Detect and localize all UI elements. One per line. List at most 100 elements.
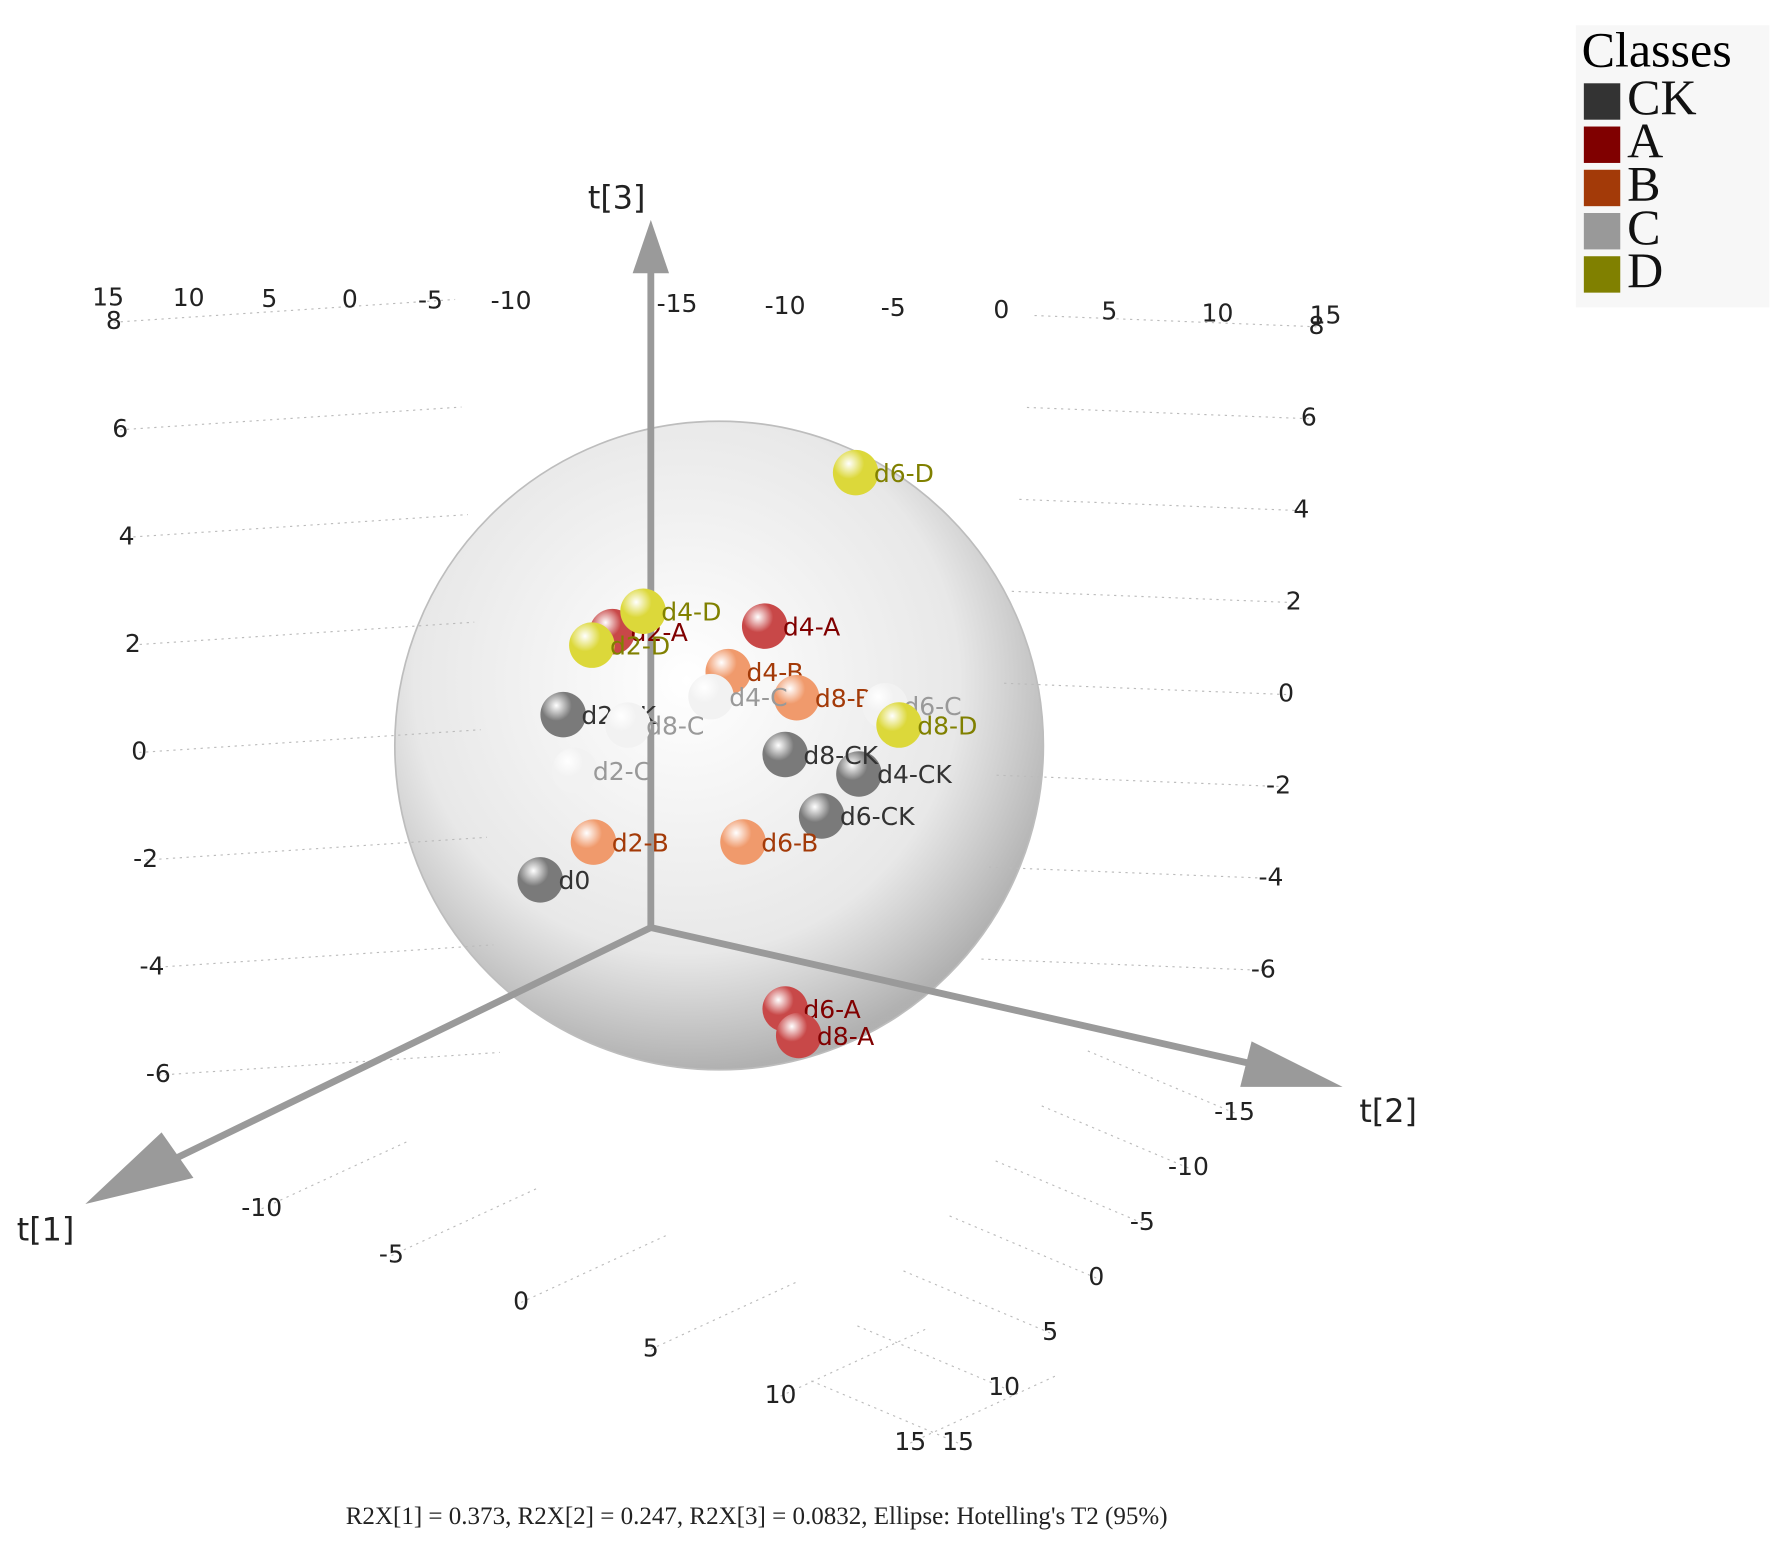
grid-line (391, 1186, 540, 1257)
grid (113, 298, 1317, 1444)
legend-swatch (1583, 169, 1621, 207)
legend-label: C (1627, 199, 1660, 255)
tick-label: 0 (993, 295, 1009, 324)
tick-label: -6 (1251, 954, 1276, 983)
grid-line (1016, 498, 1302, 512)
grid-line (145, 836, 488, 861)
point-label: d4-A (783, 612, 840, 641)
tick-label: 4 (1293, 495, 1309, 524)
point (762, 731, 808, 778)
grid-line (261, 1140, 410, 1210)
tick-label: 10 (173, 283, 205, 312)
tick-label: 0 (1278, 679, 1294, 708)
tick-label: 15 (1310, 301, 1342, 330)
grid-line (132, 621, 475, 646)
point-label: d6-B (761, 828, 818, 857)
point-label: d2-B (612, 828, 669, 857)
tick-label: -4 (1258, 862, 1283, 891)
tick-label: 15 (894, 1427, 926, 1456)
tick-label: 8 (1308, 311, 1324, 340)
grid-line (1086, 1049, 1235, 1114)
grid-line (902, 1269, 1051, 1334)
point-label: d8-D (917, 711, 977, 740)
tick-label: 6 (1301, 403, 1317, 432)
tick-label: 5 (1042, 1317, 1058, 1346)
tick-label: 6 (112, 414, 128, 443)
point (741, 603, 788, 649)
legend-title: Classes (1582, 21, 1732, 77)
legend-label: A (1627, 112, 1663, 168)
tick-label: 10 (988, 1372, 1020, 1401)
tick-label: 8 (106, 306, 122, 335)
tick-label: -6 (146, 1059, 171, 1088)
legend-label: CK (1627, 69, 1697, 125)
grid-line (139, 729, 481, 754)
point (773, 674, 820, 721)
grid-line (113, 298, 456, 323)
point (876, 702, 922, 748)
tick-label: -10 (765, 291, 806, 320)
point-label: d8-C (646, 711, 704, 740)
tick-label: -10 (241, 1193, 282, 1222)
grid-line (520, 1233, 670, 1303)
x-axis (169, 924, 653, 1164)
point-label: d4-C (729, 683, 787, 712)
grid-line (780, 1327, 929, 1397)
point (569, 622, 615, 668)
legend-swatch (1583, 256, 1621, 293)
tick-label: 2 (125, 629, 141, 658)
point-label: d2-C (593, 757, 651, 786)
legend-swatch (1583, 126, 1621, 163)
tick-label: 0 (131, 736, 147, 765)
point-label: d4-D (661, 597, 721, 626)
grid-line (948, 1214, 1097, 1279)
z-arrowhead (632, 219, 670, 274)
tick-label: 5 (1101, 297, 1117, 326)
point-label: d8-B (815, 684, 872, 713)
points: d0d2-CKd4-CKd6-CKd8-CKd2-Ad4-Ad6-Ad8-Ad2… (517, 449, 977, 1059)
footnote: R2X[1] = 0.373, R2X[2] = 0.247, R2X[3] =… (346, 1503, 1168, 1530)
tick-label: 10 (1202, 299, 1234, 328)
grid-line (158, 1051, 500, 1076)
tick-label: 15 (92, 282, 124, 311)
point (517, 857, 563, 903)
tick-label: 0 (342, 285, 358, 314)
grid-line (855, 1324, 1005, 1389)
grid-line (994, 1159, 1143, 1224)
point (836, 751, 882, 797)
tick-label: -10 (1168, 1152, 1209, 1181)
tick-label: -5 (418, 285, 443, 314)
tick-label: -4 (140, 952, 165, 981)
point-label: d6-D (874, 459, 934, 488)
y-arrowhead (1240, 1041, 1343, 1087)
tick-label: 5 (643, 1333, 659, 1362)
point-label: d4-CK (877, 760, 952, 789)
point-label: d8-CK (803, 741, 878, 770)
point-label: d8-A (817, 1022, 874, 1051)
legend-swatch (1583, 83, 1621, 120)
legend-label: B (1627, 156, 1660, 212)
grid-line (1009, 590, 1294, 604)
tick-label: 2 (1286, 587, 1302, 616)
tick-label: -5 (1130, 1207, 1155, 1236)
tick-label: 0 (513, 1286, 529, 1315)
point (605, 702, 651, 748)
tick-label: -5 (379, 1240, 404, 1269)
point-label: d6-CK (840, 802, 915, 831)
legend-swatch (1583, 213, 1621, 250)
y-axis-title: t[2] (1359, 1092, 1417, 1130)
point-label: d0 (558, 866, 590, 895)
grid-line (1031, 314, 1317, 328)
tick-label: 15 (942, 1427, 974, 1456)
tick-label: -15 (657, 289, 698, 318)
tick-label: 10 (765, 1380, 797, 1409)
x-axis-title: t[1] (17, 1210, 75, 1248)
point (775, 1012, 822, 1059)
x-arrowhead (85, 1132, 194, 1205)
point (720, 819, 766, 865)
y-axis (650, 924, 1264, 1070)
legend-label: D (1627, 242, 1663, 298)
point (620, 588, 666, 634)
